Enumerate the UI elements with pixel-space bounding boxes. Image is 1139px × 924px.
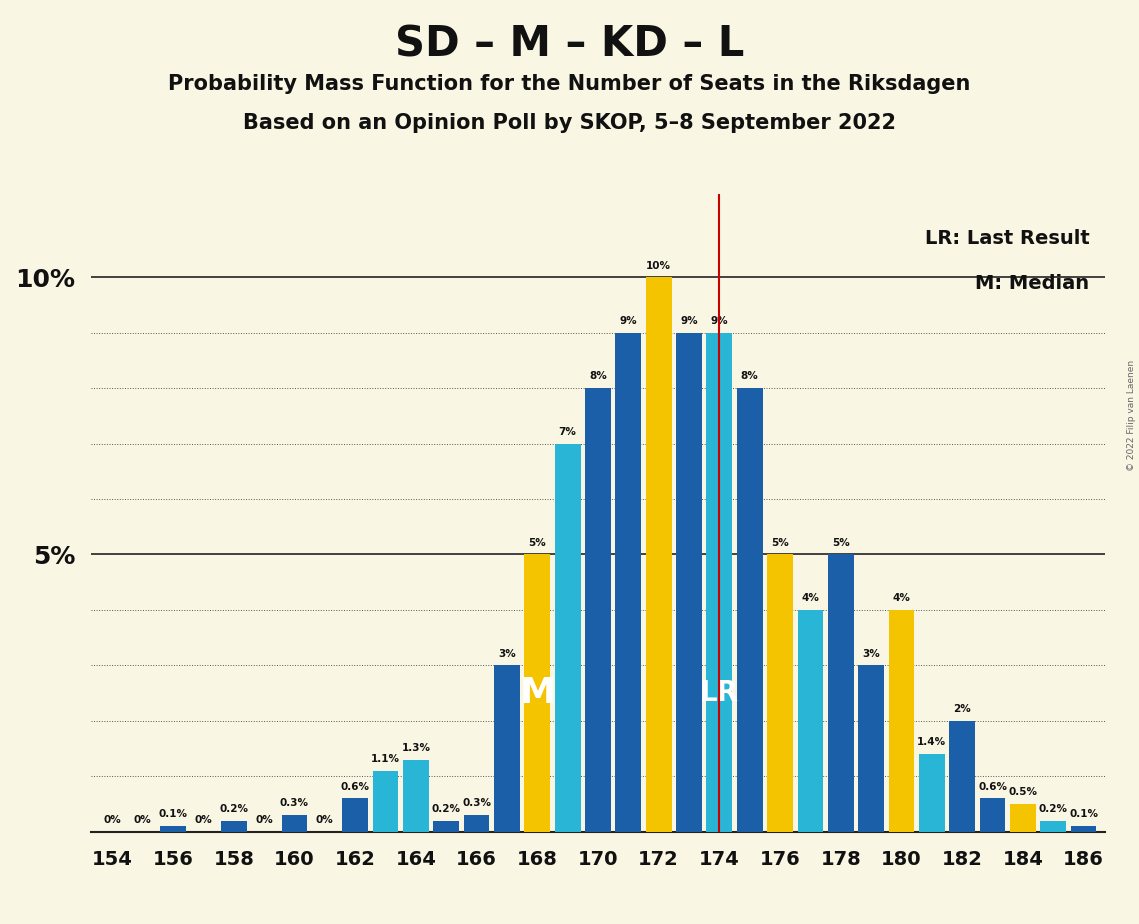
Text: 9%: 9% <box>620 316 637 326</box>
Text: 0.2%: 0.2% <box>432 804 460 814</box>
Bar <box>768 554 793 832</box>
Text: 0.5%: 0.5% <box>1008 787 1038 797</box>
Bar <box>372 771 399 832</box>
Text: 0.1%: 0.1% <box>1070 809 1098 820</box>
Bar <box>494 665 519 832</box>
Text: 9%: 9% <box>711 316 728 326</box>
Bar <box>797 610 823 832</box>
Text: 3%: 3% <box>862 649 880 659</box>
Text: LR: LR <box>699 679 739 707</box>
Text: 10%: 10% <box>646 261 671 271</box>
Text: M: Median: M: Median <box>975 274 1090 293</box>
Text: 4%: 4% <box>802 593 819 603</box>
Bar <box>706 333 732 832</box>
Bar <box>980 798 1006 832</box>
Text: 0%: 0% <box>255 815 273 825</box>
Text: 8%: 8% <box>740 371 759 382</box>
Bar <box>677 333 702 832</box>
Bar <box>1010 804 1035 832</box>
Text: 0.6%: 0.6% <box>341 782 370 792</box>
Bar <box>585 388 611 832</box>
Text: 2%: 2% <box>953 704 972 714</box>
Bar <box>1040 821 1066 832</box>
Bar <box>949 721 975 832</box>
Bar <box>343 798 368 832</box>
Bar <box>919 754 944 832</box>
Text: 0%: 0% <box>316 815 334 825</box>
Text: 0%: 0% <box>195 815 212 825</box>
Text: 0.6%: 0.6% <box>978 782 1007 792</box>
Text: 4%: 4% <box>893 593 910 603</box>
Text: 9%: 9% <box>680 316 698 326</box>
Text: 8%: 8% <box>589 371 607 382</box>
Bar <box>615 333 641 832</box>
Bar <box>737 388 763 832</box>
Text: Based on an Opinion Poll by SKOP, 5–8 September 2022: Based on an Opinion Poll by SKOP, 5–8 Se… <box>243 113 896 133</box>
Text: 0.2%: 0.2% <box>1039 804 1067 814</box>
Text: Probability Mass Function for the Number of Seats in the Riksdagen: Probability Mass Function for the Number… <box>169 74 970 94</box>
Bar <box>858 665 884 832</box>
Text: 1.4%: 1.4% <box>917 737 947 748</box>
Bar <box>433 821 459 832</box>
Bar <box>1071 826 1097 832</box>
Bar <box>221 821 247 832</box>
Text: SD – M – KD – L: SD – M – KD – L <box>395 23 744 65</box>
Bar <box>524 554 550 832</box>
Bar <box>828 554 853 832</box>
Bar <box>888 610 915 832</box>
Bar <box>555 444 581 832</box>
Text: 0%: 0% <box>104 815 121 825</box>
Bar <box>464 815 490 832</box>
Bar <box>403 760 428 832</box>
Bar <box>161 826 186 832</box>
Text: M: M <box>519 676 556 710</box>
Text: 5%: 5% <box>771 538 789 548</box>
Text: 0.3%: 0.3% <box>280 798 309 808</box>
Text: 7%: 7% <box>559 427 576 437</box>
Text: 0.1%: 0.1% <box>158 809 188 820</box>
Text: © 2022 Filip van Laenen: © 2022 Filip van Laenen <box>1126 360 1136 471</box>
Text: 0%: 0% <box>134 815 151 825</box>
Bar <box>281 815 308 832</box>
Text: 0.3%: 0.3% <box>462 798 491 808</box>
Text: 0.2%: 0.2% <box>220 804 248 814</box>
Text: 1.3%: 1.3% <box>401 743 431 753</box>
Text: 5%: 5% <box>528 538 546 548</box>
Text: 5%: 5% <box>831 538 850 548</box>
Text: LR: Last Result: LR: Last Result <box>925 229 1090 249</box>
Bar <box>646 277 672 832</box>
Text: 3%: 3% <box>498 649 516 659</box>
Text: 1.1%: 1.1% <box>371 754 400 764</box>
